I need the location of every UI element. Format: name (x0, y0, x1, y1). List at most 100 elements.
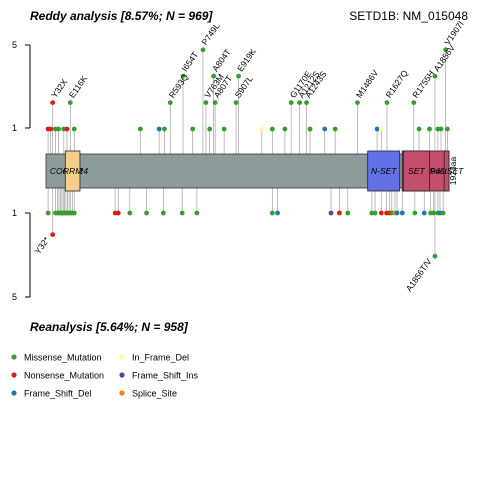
domain-box (443, 150, 450, 192)
mutation-point (269, 126, 275, 132)
mutation-point (378, 210, 384, 216)
legend-marker (119, 354, 125, 360)
mutation-point (180, 73, 186, 79)
mutation-point (432, 253, 438, 259)
mutation-label: P749L (199, 21, 221, 47)
legend-marker (119, 390, 125, 396)
mutation-point (212, 100, 218, 105)
mutation-point (45, 210, 51, 216)
mutation-point (179, 210, 185, 216)
domain-label: PostSET (430, 166, 464, 176)
legend-label: Nonsense_Mutation (24, 371, 104, 381)
mutation-point (443, 47, 449, 53)
mutation-point (269, 210, 275, 216)
mutation-point (421, 210, 427, 216)
mutation-label: I654T (180, 50, 201, 74)
mutation-point (427, 126, 432, 132)
legend-label: In_Frame_Del (132, 353, 189, 363)
mutation-point (288, 100, 294, 105)
mutation-label: Y32* (33, 234, 52, 255)
mutation-point (236, 73, 241, 79)
mutation-point (307, 126, 313, 132)
mutation-point (160, 210, 166, 216)
mutation-point (48, 126, 54, 132)
y-axis-bottom: 1 5 (12, 208, 31, 302)
mutation-point (221, 126, 227, 132)
chart-title-bottom: Reanalysis [5.64%; N = 958] (30, 320, 189, 334)
mutation-points (45, 47, 450, 259)
legend-label: Splice_Site (132, 389, 177, 399)
mutation-point (297, 100, 302, 105)
mutation-point (190, 126, 196, 132)
chart-title-top: Reddy analysis [8.57%; N = 969] (30, 9, 213, 23)
mutation-point (67, 100, 73, 105)
mutation-point (432, 73, 438, 79)
legend-marker (11, 372, 17, 378)
mutation-point (394, 210, 400, 216)
mutation-label: R1627Q (383, 68, 410, 100)
domain-label: RRM (63, 166, 83, 176)
mutation-point (56, 126, 61, 132)
mutation-point (304, 100, 309, 105)
y-tick-label-bottom-max: 5 (12, 292, 17, 302)
mutation-point (372, 210, 378, 216)
mutation-point (416, 126, 422, 132)
legend-label: Missense_Mutation (24, 353, 102, 363)
y-tick-label-top-min: 1 (12, 123, 17, 133)
legend: Missense_Mutation In_Frame_Del Nonsense_Mu… (11, 353, 199, 399)
mutation-point (194, 210, 200, 216)
mutation-point (322, 126, 328, 132)
legend-marker (119, 372, 125, 378)
mutation-label: R593Q (167, 72, 191, 100)
mutation-point (162, 126, 167, 132)
mutation-point (328, 210, 334, 216)
mutation-point (412, 210, 418, 216)
mutation-point (440, 210, 446, 216)
gene-label: SETD1B: NM_015048 (349, 9, 468, 23)
mutation-point (200, 47, 206, 53)
mutation-point (345, 210, 351, 216)
mutation-point (50, 100, 56, 105)
domain-label: SET (408, 166, 425, 176)
mutation-point (355, 100, 360, 105)
mutation-point (127, 210, 133, 216)
mutation-point (71, 210, 77, 216)
domain-box (367, 150, 401, 192)
protein-length-label: 1923aa (448, 157, 458, 186)
y-axis-top: 5 1 (12, 40, 31, 133)
y-tick-label-bottom-min: 1 (12, 208, 17, 218)
mutation-point (399, 210, 405, 216)
mutation-point (211, 73, 217, 79)
mutation-point (378, 126, 384, 132)
mutation-point (233, 100, 239, 105)
mutation-label: A804T (210, 47, 233, 73)
mutation-label: S907L (233, 74, 255, 100)
mutation-point (411, 100, 417, 105)
mutation-stems (47, 49, 448, 257)
mutation-label: Y32X (49, 77, 69, 100)
mutation-point (137, 126, 143, 132)
domain-label: N-SET (371, 166, 397, 176)
protein-backbone: COG5224RRMN-SETCOG2940SETPostSET (45, 150, 464, 192)
mutation-label: A1856T/V (404, 256, 434, 293)
mutation-label: R1755H (410, 68, 436, 99)
mutation-label: M1486V (354, 68, 381, 100)
mutation-point (207, 126, 213, 132)
mutation-point (144, 210, 149, 216)
mutation-point (167, 100, 173, 105)
mutation-point (259, 126, 265, 132)
mutation-point (50, 232, 56, 238)
legend-label: Frame_Shift_Ins (132, 371, 199, 381)
legend-marker (11, 390, 17, 396)
mutation-point (336, 210, 342, 216)
mutation-point (438, 126, 444, 132)
mutation-point (332, 126, 338, 132)
mutation-label: V1907I (442, 19, 466, 47)
mutation-point (156, 126, 162, 132)
domain-box (64, 150, 81, 192)
mutation-point (275, 210, 280, 216)
mutation-point (374, 126, 380, 132)
mutation-point (203, 100, 209, 105)
mutation-point (64, 126, 70, 132)
mutation-point (115, 210, 121, 216)
